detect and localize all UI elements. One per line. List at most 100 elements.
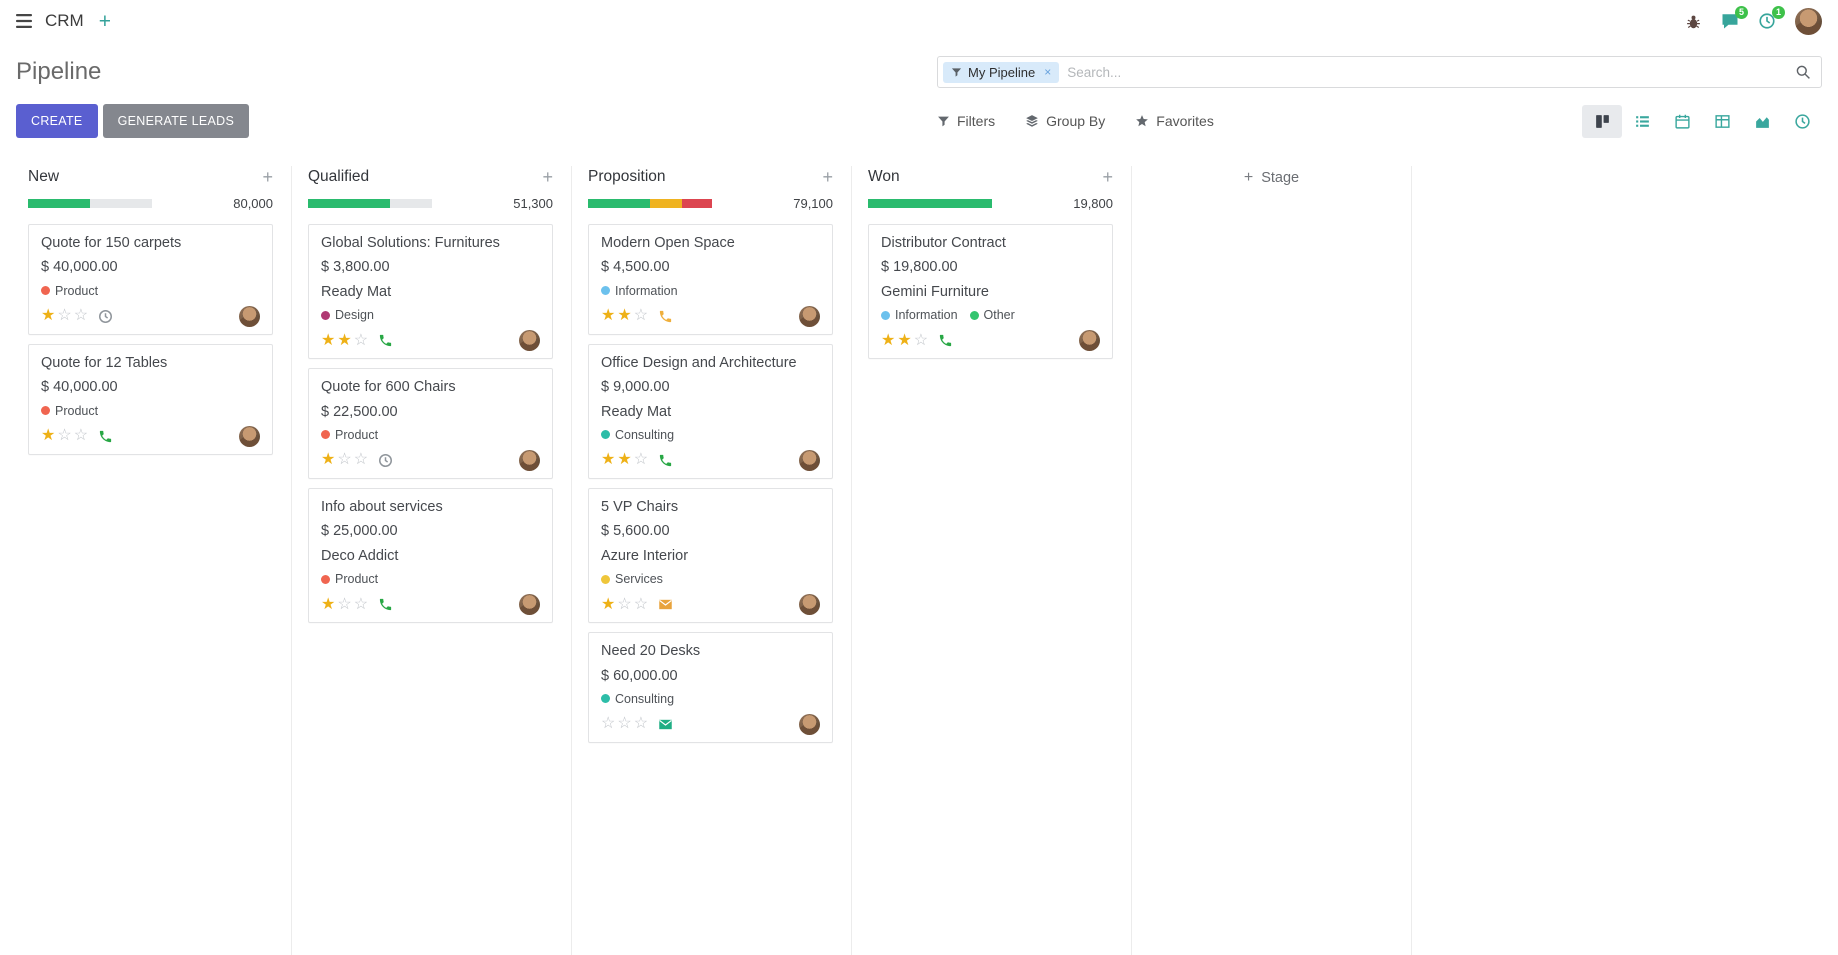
search-bar[interactable]: My Pipeline × <box>937 56 1822 88</box>
kanban-card[interactable]: Quote for 600 Chairs $ 22,500.00 Product ★ ☆… <box>308 368 553 479</box>
card-tag: Product <box>41 284 98 298</box>
phone-icon[interactable] <box>938 333 953 348</box>
star-icon[interactable]: ☆ <box>353 451 369 469</box>
phone-icon[interactable] <box>658 309 673 324</box>
star-icon[interactable]: ★ <box>601 451 616 469</box>
star-icon[interactable]: ☆ <box>633 307 649 325</box>
avatar[interactable] <box>239 425 260 447</box>
column-progressbar[interactable] <box>868 199 992 208</box>
star-icon[interactable]: ★ <box>897 331 912 349</box>
plus-icon[interactable]: + <box>98 9 111 33</box>
star-icon[interactable]: ★ <box>881 331 896 349</box>
add-card-button[interactable]: + <box>262 167 273 187</box>
avatar[interactable] <box>1079 330 1100 352</box>
phone-icon[interactable] <box>658 453 673 468</box>
star-icon[interactable]: ★ <box>321 595 336 613</box>
clock-icon[interactable] <box>378 453 393 468</box>
star-icon[interactable]: ☆ <box>913 331 929 349</box>
star-icon[interactable]: ★ <box>41 427 56 445</box>
card-title: Quote for 150 carpets <box>41 235 182 251</box>
tag-label: Consulting <box>615 427 675 442</box>
column-progressbar[interactable] <box>308 199 432 208</box>
card-partner: Ready Mat <box>321 283 392 300</box>
star-icon[interactable]: ★ <box>601 307 616 325</box>
star-icon[interactable]: ☆ <box>337 595 352 613</box>
avatar[interactable] <box>519 594 540 616</box>
star-icon[interactable]: ☆ <box>601 715 616 733</box>
clock-icon[interactable] <box>98 309 113 324</box>
priority-stars: ★ ★ ☆ <box>321 331 369 349</box>
progress-segment-warning <box>650 199 683 208</box>
search-facet[interactable]: My Pipeline × <box>943 61 1060 83</box>
kanban-card[interactable]: Office Design and Architecture $ 9,000.00… <box>588 343 833 479</box>
star-icon[interactable]: ☆ <box>617 715 632 733</box>
star-icon[interactable]: ★ <box>617 307 632 325</box>
kanban-card[interactable]: 5 VP Chairs $ 5,600.00 Azure Interior Servi… <box>588 487 833 624</box>
app-title[interactable]: CRM <box>45 11 84 30</box>
search-icon[interactable] <box>1795 64 1811 80</box>
avatar[interactable] <box>519 449 540 471</box>
envelope-icon[interactable] <box>658 717 673 732</box>
view-pivot-icon[interactable] <box>1702 105 1742 138</box>
group-by-dropdown[interactable]: Group By <box>1025 113 1105 129</box>
star-icon[interactable]: ☆ <box>57 307 72 325</box>
avatar[interactable] <box>799 305 820 327</box>
star-icon[interactable]: ★ <box>617 451 632 469</box>
view-list-icon[interactable] <box>1622 105 1662 138</box>
view-graph-icon[interactable] <box>1742 105 1782 138</box>
avatar[interactable] <box>799 594 820 616</box>
star-icon[interactable]: ☆ <box>633 715 649 733</box>
add-card-button[interactable]: + <box>822 167 833 187</box>
star-icon[interactable]: ★ <box>321 451 336 469</box>
avatar[interactable] <box>799 713 820 735</box>
add-card-button[interactable]: + <box>1102 167 1113 187</box>
kanban-card[interactable]: Quote for 12 Tables $ 40,000.00 Product ★ ☆ ☆ <box>28 343 273 455</box>
envelope-icon[interactable] <box>658 597 673 612</box>
kanban-card[interactable]: Distributor Contract $ 19,800.00 Gemini Fu… <box>868 224 1113 360</box>
phone-icon[interactable] <box>378 333 393 348</box>
create-button[interactable]: CREATE <box>16 104 98 138</box>
column-progressbar[interactable] <box>28 199 152 208</box>
kanban-card[interactable]: Quote for 150 carpets $ 40,000.00 Product ★… <box>28 224 273 335</box>
view-kanban-icon[interactable] <box>1582 104 1622 138</box>
kanban-card[interactable]: Info about services $ 25,000.00 Deco Addic… <box>308 487 553 624</box>
view-activity-icon[interactable] <box>1782 105 1822 138</box>
star-icon[interactable]: ☆ <box>617 595 632 613</box>
kanban-card[interactable]: Global Solutions: Furnitures $ 3,800.00 Re… <box>308 224 553 360</box>
column-progressbar[interactable] <box>588 199 712 208</box>
star-icon[interactable]: ★ <box>321 331 336 349</box>
star-icon[interactable]: ☆ <box>353 331 369 349</box>
phone-icon[interactable] <box>378 597 393 612</box>
star-icon[interactable]: ★ <box>601 595 616 613</box>
add-stage-button[interactable]: + Stage <box>1244 170 1299 187</box>
star-icon[interactable]: ☆ <box>73 307 89 325</box>
user-avatar[interactable] <box>1795 7 1822 35</box>
star-icon[interactable]: ☆ <box>353 595 369 613</box>
star-icon[interactable]: ☆ <box>633 595 649 613</box>
messages-icon[interactable]: 5 <box>1721 6 1748 30</box>
star-icon[interactable]: ☆ <box>73 427 89 445</box>
avatar[interactable] <box>519 330 540 352</box>
star-icon[interactable]: ★ <box>337 331 352 349</box>
avatar[interactable] <box>799 449 820 471</box>
generate-leads-button[interactable]: GENERATE LEADS <box>102 104 250 138</box>
apps-menu-icon[interactable] <box>16 14 32 28</box>
star-icon[interactable]: ☆ <box>337 451 352 469</box>
favorites-dropdown[interactable]: Favorites <box>1135 113 1214 129</box>
view-calendar-icon[interactable] <box>1662 105 1702 138</box>
avatar[interactable] <box>239 305 260 327</box>
filters-dropdown[interactable]: Filters <box>937 113 995 129</box>
star-icon[interactable]: ☆ <box>57 427 72 445</box>
kanban-card[interactable]: Modern Open Space $ 4,500.00 Information ★ ★… <box>588 224 833 335</box>
facet-remove-icon[interactable]: × <box>1044 65 1052 79</box>
kanban-card[interactable]: Need 20 Desks $ 60,000.00 Consulting ☆ ☆ ☆ <box>588 632 833 743</box>
phone-icon[interactable] <box>98 429 113 444</box>
activities-clock-icon[interactable]: 1 <box>1758 6 1785 30</box>
star-icon[interactable]: ☆ <box>633 451 649 469</box>
star-icon[interactable]: ★ <box>41 307 56 325</box>
add-card-button[interactable]: + <box>542 167 553 187</box>
search-input[interactable] <box>1059 64 1795 80</box>
bug-icon[interactable] <box>1685 13 1702 30</box>
activities-badge: 1 <box>1771 6 1785 19</box>
column-header: Won + <box>868 168 1113 186</box>
